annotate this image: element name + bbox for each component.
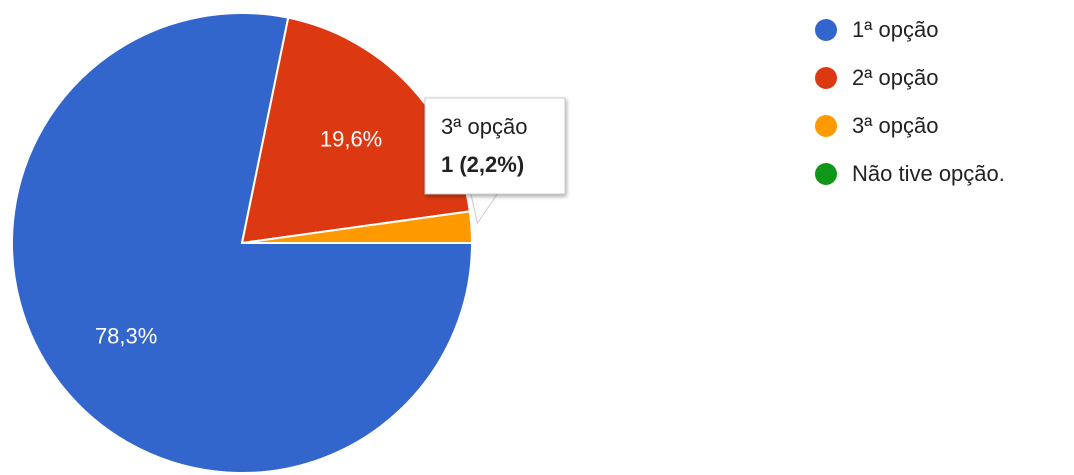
legend: 1ª opção 2ª opção 3ª opção Não tive opção. bbox=[815, 17, 1005, 186]
slice-label: 19,6% bbox=[320, 127, 382, 152]
legend-label: Não tive opção. bbox=[852, 161, 1005, 186]
tooltip-title: 3ª opção bbox=[441, 114, 527, 139]
tooltip-patch bbox=[471, 188, 499, 192]
legend-label: 3ª opção bbox=[852, 113, 938, 138]
legend-label: 2ª opção bbox=[852, 65, 938, 90]
legend-swatch bbox=[815, 115, 837, 137]
legend-swatch bbox=[815, 163, 837, 185]
tooltip-value: 1 (2,2%) bbox=[441, 152, 524, 177]
tooltip-box bbox=[424, 97, 566, 195]
legend-label: 1ª opção bbox=[852, 17, 938, 42]
tooltip: 3ª opção 1 (2,2%) bbox=[424, 97, 566, 225]
legend-swatch bbox=[815, 67, 837, 89]
legend-swatch bbox=[815, 19, 837, 41]
pie-slice bbox=[241, 210, 474, 244]
pie: 78,3% 19,6% bbox=[11, 12, 474, 474]
slice-label: 78,3% bbox=[95, 323, 157, 348]
tooltip-pointer bbox=[469, 189, 501, 225]
